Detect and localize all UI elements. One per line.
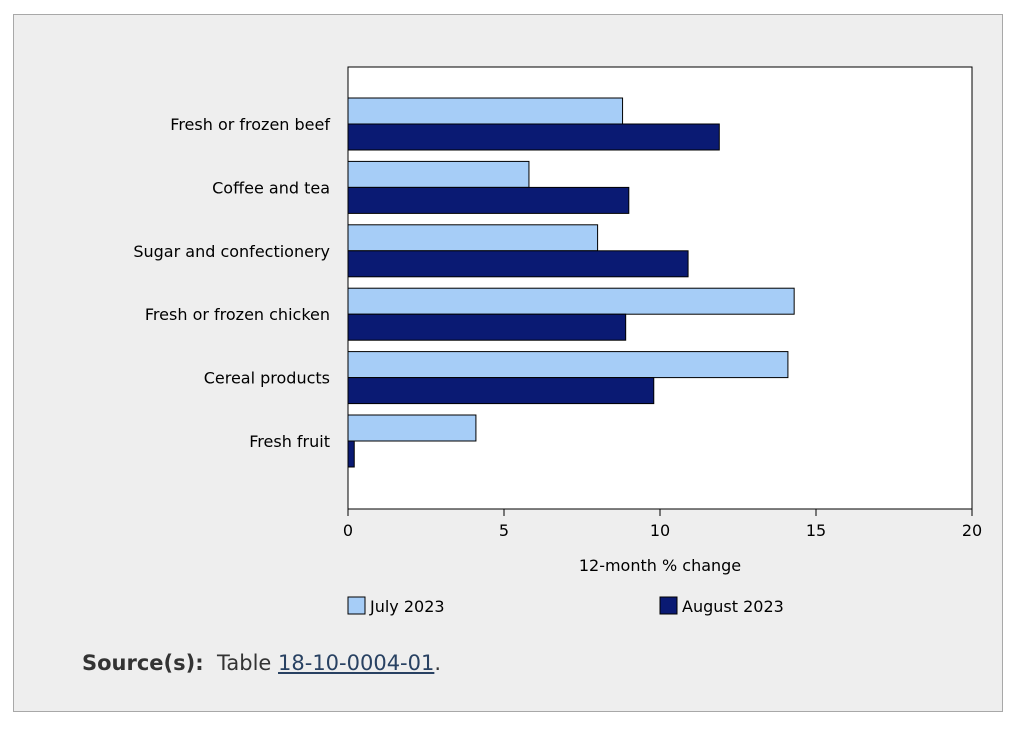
x-tick-label: 15 bbox=[806, 521, 826, 540]
category-label: Fresh or frozen chicken bbox=[145, 305, 330, 324]
bar-august-2 bbox=[347, 250, 689, 278]
bar-july-4 bbox=[347, 351, 789, 379]
x-axis-title: 12-month % change bbox=[579, 556, 741, 575]
bar-july-5 bbox=[347, 414, 477, 442]
x-tick-label: 5 bbox=[499, 521, 509, 540]
source-label: Source(s): bbox=[82, 651, 204, 675]
bar-july-1 bbox=[347, 160, 530, 188]
legend-label-august: August 2023 bbox=[682, 597, 784, 616]
bar-july-0 bbox=[347, 97, 624, 125]
bar-august-5 bbox=[347, 440, 355, 468]
category-label: Sugar and confectionery bbox=[133, 242, 330, 261]
category-label: Fresh or frozen beef bbox=[170, 115, 330, 134]
bar-july-3 bbox=[347, 287, 795, 315]
source-note: Source(s): Table 18-10-0004-01. bbox=[82, 651, 441, 675]
legend-swatch-august bbox=[659, 596, 678, 615]
bar-august-0 bbox=[347, 123, 720, 151]
x-tick-label: 0 bbox=[343, 521, 353, 540]
source-table-link[interactable]: 18-10-0004-01 bbox=[278, 651, 435, 675]
bar-august-3 bbox=[347, 313, 627, 341]
legend-label-july: July 2023 bbox=[369, 597, 445, 616]
bar-july-2 bbox=[347, 224, 599, 252]
x-tick-label: 10 bbox=[650, 521, 670, 540]
bar-august-1 bbox=[347, 186, 630, 214]
source-suffix: . bbox=[434, 651, 442, 675]
bar-august-4 bbox=[347, 377, 655, 405]
source-prefix: Table bbox=[217, 651, 272, 675]
x-tick-label: 20 bbox=[962, 521, 982, 540]
category-label: Coffee and tea bbox=[212, 178, 330, 197]
category-label: Fresh fruit bbox=[249, 432, 330, 451]
category-label: Cereal products bbox=[204, 369, 330, 388]
legend-swatch-july bbox=[347, 596, 366, 615]
